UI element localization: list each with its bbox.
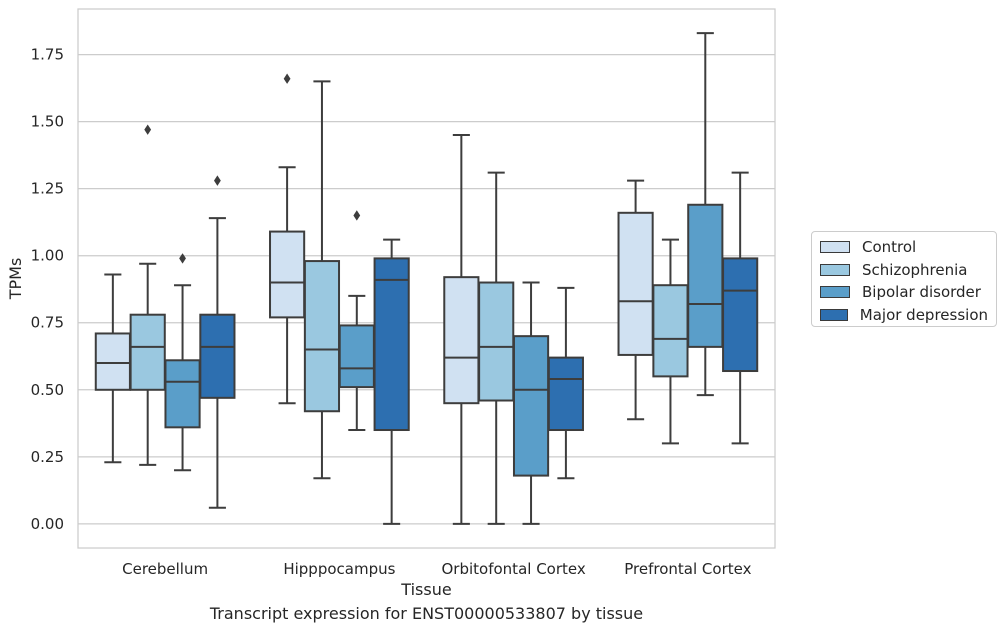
x-axis-label: Tissue: [400, 580, 451, 599]
box-iqr: [94, 332, 131, 391]
box-schizophrenia-cerebellum: [129, 124, 166, 466]
y-tick-label: 0.00: [31, 515, 64, 533]
outlier-point: [283, 73, 291, 84]
x-tick-label-orbitofontal-cortex: Orbitofontal Cortex: [442, 560, 586, 578]
box-major-depression-orbitofontal-cortex: [547, 286, 584, 480]
box-control-hipppocampus: [269, 73, 306, 405]
box-control-prefrontal-cortex: [617, 179, 654, 421]
y-tick-label: 1.50: [31, 113, 64, 131]
box-control-cerebellum: [94, 273, 131, 464]
y-tick-label: 1.00: [31, 247, 64, 265]
y-tick-label: 0.50: [31, 381, 64, 399]
box-iqr: [129, 313, 166, 391]
box-iqr: [652, 284, 689, 378]
legend-swatch-major-depression: [820, 308, 848, 321]
x-tick-label-prefrontal-cortex: Prefrontal Cortex: [624, 560, 751, 578]
box-bipolar-disorder-prefrontal-cortex: [687, 32, 724, 397]
y-axis-label: TPMs: [6, 258, 25, 301]
legend-swatch-control: [820, 241, 850, 254]
box-major-depression-prefrontal-cortex: [722, 171, 759, 445]
legend-label-bipolar-disorder: Bipolar disorder: [862, 283, 981, 302]
legend-swatch-bipolar-disorder: [820, 286, 850, 299]
box-iqr: [722, 257, 759, 373]
box-major-depression-cerebellum: [199, 175, 236, 509]
legend-item-schizophrenia: Schizophrenia: [820, 259, 988, 282]
y-tick-label: 0.25: [31, 448, 64, 466]
box-iqr: [687, 203, 724, 348]
legend-item-control: Control: [820, 236, 988, 259]
box-iqr: [269, 230, 306, 319]
legend-label-control: Control: [862, 238, 917, 257]
box-plot-series: [94, 32, 759, 525]
box-schizophrenia-orbitofontal-cortex: [478, 171, 515, 525]
outlier-point: [144, 124, 152, 135]
box-iqr: [617, 211, 654, 356]
legend-item-bipolar-disorder: Bipolar disorder: [820, 281, 988, 304]
figure-caption: Transcript expression for ENST0000053380…: [209, 604, 644, 623]
legend-swatch-schizophrenia: [820, 263, 850, 276]
box-iqr: [512, 335, 550, 477]
box-schizophrenia-hipppocampus: [303, 80, 341, 480]
outlier-point: [353, 210, 361, 221]
x-tick-labels: Cerebellum Hipppocampus Orbitofontal Corte…: [122, 560, 751, 578]
box-iqr: [303, 260, 341, 413]
box-bipolar-disorder-orbitofontal-cortex: [512, 281, 550, 525]
box-iqr: [373, 257, 410, 432]
legend: Control Schizophrenia Bipolar disorder M…: [811, 231, 997, 327]
x-tick-label-hipppocampus: Hipppocampus: [283, 560, 395, 578]
box-iqr: [547, 356, 584, 432]
x-tick-label-cerebellum: Cerebellum: [122, 560, 208, 578]
box-iqr: [338, 324, 375, 389]
box-iqr: [478, 281, 515, 402]
y-tick-label: 1.25: [31, 180, 64, 198]
box-bipolar-disorder-cerebellum: [164, 253, 201, 472]
box-schizophrenia-prefrontal-cortex: [652, 238, 689, 445]
box-bipolar-disorder-hipppocampus: [338, 210, 375, 432]
legend-item-major-depression: Major depression: [820, 304, 988, 327]
box-iqr: [443, 276, 480, 405]
y-tick-labels: 0.00 0.25 0.50 0.75 1.00 1.25 1.50 1.75: [31, 46, 64, 533]
outlier-point: [214, 175, 221, 186]
box-iqr: [164, 359, 201, 429]
y-tick-label: 0.75: [31, 314, 64, 332]
outlier-point: [179, 253, 186, 264]
legend-label-schizophrenia: Schizophrenia: [862, 260, 968, 279]
plot-frame: [77, 8, 776, 549]
box-control-orbitofontal-cortex: [443, 134, 480, 525]
box-major-depression-hipppocampus: [373, 238, 410, 525]
box-iqr: [199, 313, 236, 399]
y-tick-label: 1.75: [31, 46, 64, 64]
legend-label-major-depression: Major depression: [859, 305, 988, 324]
